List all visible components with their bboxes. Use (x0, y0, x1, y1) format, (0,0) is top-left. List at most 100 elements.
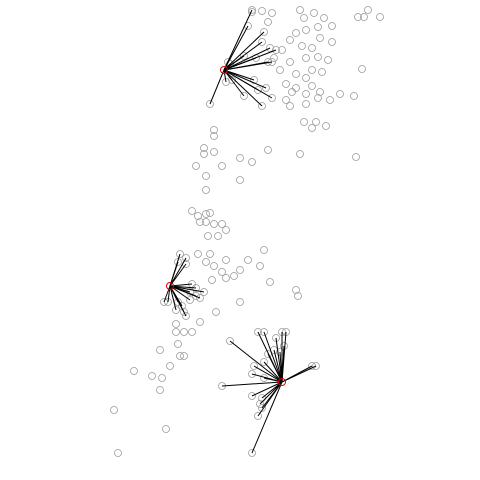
neighbor-edge (267, 353, 283, 383)
neighbor-point (254, 86, 262, 94)
data-point (336, 90, 344, 98)
neighbor-point (250, 76, 258, 84)
neighbor-edge (259, 381, 283, 405)
data-point (352, 153, 360, 161)
data-point (188, 207, 196, 215)
data-point (176, 352, 184, 360)
neighbor-point (248, 6, 256, 14)
data-point (172, 320, 180, 328)
data-point (210, 132, 218, 140)
data-point (302, 26, 310, 34)
neighbor-edge (169, 257, 187, 287)
data-point (308, 82, 316, 90)
data-point (194, 250, 202, 258)
data-point (188, 328, 196, 336)
neighbor-point (266, 44, 274, 52)
data-point (172, 328, 180, 336)
data-point (288, 88, 296, 96)
neighbor-edge (163, 285, 171, 303)
neighbor-edge (281, 345, 285, 383)
neighbor-point (258, 102, 266, 110)
data-point (324, 56, 332, 64)
neighbor-point (254, 412, 262, 420)
data-point (202, 258, 210, 266)
data-point (206, 250, 214, 258)
data-point (302, 74, 310, 82)
neighbor-edge (275, 337, 283, 383)
data-point (312, 118, 320, 126)
data-point (202, 172, 210, 180)
neighbor-edge (253, 365, 283, 383)
neighbor-edge (223, 69, 227, 83)
data-point (204, 232, 212, 240)
data-point (236, 154, 244, 162)
data-point (214, 232, 222, 240)
data-point (202, 186, 210, 194)
neighbor-point (254, 328, 262, 336)
neighbor-edge (223, 63, 231, 71)
neighbor-point (260, 358, 268, 366)
neighbor-edge (167, 285, 171, 303)
hubs-layer (166, 66, 286, 386)
data-point (236, 176, 244, 184)
data-point (218, 162, 226, 170)
data-point (314, 94, 322, 102)
data-point (320, 14, 328, 22)
neighbor-edge (223, 69, 233, 81)
edges-layer (163, 9, 317, 454)
data-point (376, 13, 384, 21)
data-point (266, 278, 274, 286)
data-point (202, 210, 210, 218)
data-point (360, 13, 368, 21)
data-point (212, 308, 220, 316)
data-point (314, 23, 322, 31)
data-point (276, 66, 284, 74)
neighbor-point (172, 306, 180, 314)
data-point (196, 218, 204, 226)
data-point (292, 286, 300, 294)
data-point (222, 274, 230, 282)
data-point (244, 256, 252, 264)
data-point (354, 13, 362, 21)
neighbor-point (228, 76, 236, 84)
neighbor-edge (223, 57, 257, 71)
data-point (210, 220, 218, 228)
data-point (202, 218, 210, 226)
neighbor-point (222, 78, 230, 86)
neighbor-point (260, 28, 268, 36)
neighbor-point (182, 312, 190, 320)
neighbor-edge (273, 349, 283, 383)
data-point (270, 54, 278, 62)
neighbor-point (258, 404, 266, 412)
data-point (308, 124, 316, 132)
data-point (200, 150, 208, 158)
data-point (130, 367, 138, 375)
neighbor-edge (169, 285, 187, 317)
data-point (302, 90, 310, 98)
data-point (326, 96, 334, 104)
neighbor-point (226, 337, 234, 345)
neighbor-point (262, 84, 270, 92)
neighbor-edge (169, 285, 201, 299)
neighbor-point (196, 294, 204, 302)
data-point (248, 158, 256, 166)
neighbor-edge (169, 261, 179, 287)
neighbor-point (182, 254, 190, 262)
neighbor-point (272, 46, 280, 54)
neighbor-point (268, 94, 276, 102)
neighbor-point (248, 392, 256, 400)
data-point (314, 53, 322, 61)
data-point (180, 328, 188, 336)
data-point (208, 276, 216, 284)
hub-point (278, 378, 286, 386)
neighbor-point (174, 258, 182, 266)
neighbor-edge (281, 365, 317, 383)
data-point (180, 352, 188, 360)
data-point (292, 29, 300, 37)
data-point (282, 96, 290, 104)
data-point (260, 246, 268, 254)
hub-point (220, 66, 228, 74)
data-point (110, 406, 118, 414)
data-point (236, 298, 244, 306)
